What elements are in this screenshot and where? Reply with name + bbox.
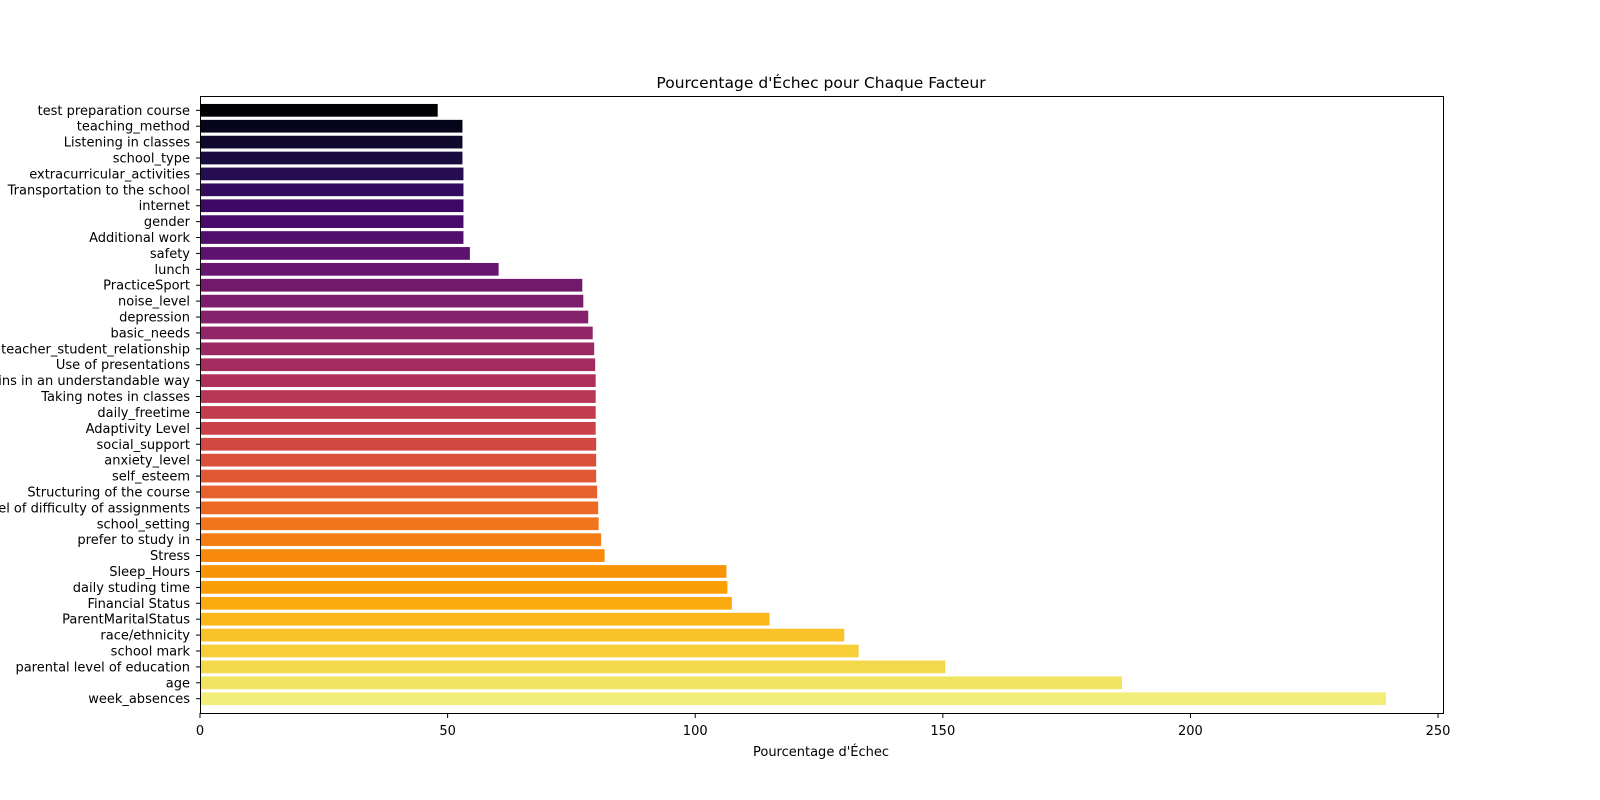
- category-label: basic_needs: [110, 326, 190, 341]
- plot-frame: [200, 96, 1444, 714]
- bar: [200, 374, 596, 388]
- category-label: Explains in an understandable way: [0, 374, 190, 389]
- category-label: test preparation course: [38, 104, 190, 119]
- bar: [200, 612, 770, 626]
- category-label: self_esteem: [112, 470, 190, 485]
- bar: [200, 310, 589, 324]
- category-label: week_absences: [88, 692, 190, 707]
- category-label: Structuring of the course: [27, 485, 190, 500]
- bar: [200, 692, 1387, 706]
- x-tick-label: 100: [683, 724, 708, 739]
- category-label: Sleep_Hours: [109, 565, 190, 580]
- bar: [200, 358, 596, 372]
- category-labels-group: test preparation courseteaching_methodLi…: [0, 104, 200, 707]
- bar: [200, 469, 597, 483]
- x-axis-label: Pourcentage d'Échec: [753, 744, 889, 760]
- chart-title: Pourcentage d'Échec pour Chaque Facteur: [656, 73, 986, 92]
- category-label: anxiety_level: [104, 454, 190, 469]
- bar: [200, 644, 859, 658]
- category-label: prefer to study in: [77, 533, 190, 548]
- bar: [200, 596, 732, 610]
- bar: [200, 342, 595, 356]
- bar: [200, 421, 596, 435]
- category-label: Transportation to the school: [7, 183, 190, 198]
- x-tick-label: 50: [439, 724, 456, 739]
- category-label: teacher_student_relationship: [1, 342, 190, 357]
- bar: [200, 326, 593, 340]
- category-label: noise_level: [118, 295, 190, 310]
- bar: [200, 183, 464, 197]
- bar: [200, 549, 605, 562]
- bar: [200, 262, 499, 276]
- category-label: school_setting: [97, 517, 190, 532]
- category-label: Use of presentations: [56, 358, 190, 373]
- bar: [200, 167, 464, 181]
- bar: [200, 517, 599, 531]
- bar: [200, 231, 464, 244]
- x-tick-label: 200: [1178, 724, 1203, 739]
- bar: [200, 199, 464, 213]
- bar: [200, 565, 727, 578]
- bar: [200, 501, 599, 515]
- bar: [200, 628, 845, 642]
- category-label: social_support: [97, 438, 190, 453]
- category-label: Listening in classes: [64, 136, 190, 151]
- category-label: lunch: [155, 263, 190, 278]
- bar: [200, 247, 470, 260]
- bar: [200, 390, 596, 403]
- x-tick-label: 250: [1426, 724, 1451, 739]
- x-tick-label: 150: [930, 724, 955, 739]
- bar: [200, 676, 1123, 690]
- bar: [200, 533, 602, 547]
- category-label: race/ethnicity: [100, 629, 190, 644]
- x-tick-label: 0: [196, 724, 204, 739]
- bar: [200, 485, 598, 499]
- category-label: depression: [119, 311, 190, 326]
- category-label: Adaptivity Level: [86, 422, 190, 437]
- bar: [200, 437, 597, 451]
- bar: [200, 103, 438, 117]
- category-label: safety: [150, 247, 190, 262]
- category-label: internet: [139, 199, 190, 214]
- bar: [200, 660, 946, 674]
- bar: [200, 135, 463, 149]
- category-label: PracticeSport: [103, 279, 190, 294]
- category-label: ParentMaritalStatus: [62, 613, 190, 628]
- bar: [200, 215, 464, 228]
- category-label: daily_freetime: [97, 406, 190, 421]
- bar: [200, 294, 584, 308]
- bar: [200, 453, 597, 467]
- bar: [200, 581, 728, 594]
- category-label: daily studing time: [73, 581, 190, 596]
- category-label: school_type: [113, 152, 190, 167]
- bar: [200, 119, 463, 133]
- category-label: Taking notes in classes: [40, 390, 190, 405]
- category-label: teaching_method: [77, 120, 190, 135]
- category-label: Financial Status: [88, 597, 191, 612]
- category-label: gender: [144, 215, 191, 230]
- x-axis-ticks-group: 0 50 100 150 200 250: [196, 713, 1451, 739]
- category-label: Level of difficulty of assignments: [0, 501, 190, 516]
- category-label: school mark: [111, 644, 191, 659]
- category-label: Additional work: [89, 231, 190, 246]
- category-label: parental level of education: [15, 660, 190, 675]
- bar: [200, 406, 596, 419]
- category-label: extracurricular_activities: [29, 167, 190, 182]
- category-label: Stress: [150, 549, 190, 564]
- bars-group: [200, 103, 1387, 706]
- bar: [200, 151, 463, 165]
- category-label: age: [166, 676, 190, 691]
- bar: [200, 278, 583, 292]
